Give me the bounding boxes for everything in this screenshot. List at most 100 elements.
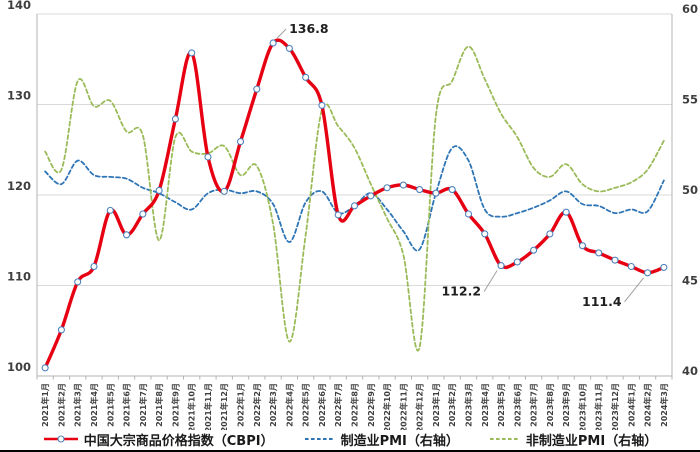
cbpi-data-point-marker [497, 262, 505, 270]
x-axis-tick-label: 2024年1月 [626, 383, 636, 427]
x-axis-tick-label: 2021年11月 [203, 383, 213, 430]
bottom-border [0, 450, 700, 452]
cbpi-data-point-marker [578, 242, 586, 250]
x-axis-tick-label: 2022年1月 [236, 383, 246, 427]
annotation-leader-line [483, 270, 498, 292]
y-axis-right-labels: 40 45 50 55 60 [682, 2, 698, 378]
y-axis-left-tick-label: 100 [7, 360, 31, 374]
cbpi-data-point-marker [285, 44, 293, 52]
cbpi-data-point-marker [253, 85, 261, 93]
annotation-leader-line [624, 277, 644, 303]
annotation-label-112.2: 112.2 [441, 284, 481, 299]
cbpi-data-point-marker [139, 210, 147, 218]
cbpi-data-point-marker [448, 186, 456, 194]
annotation-label-111.4: 111.4 [582, 294, 622, 309]
x-axis-tick-label: 2023年5月 [496, 383, 506, 427]
x-axis-tick-label: 2023年2月 [447, 383, 457, 427]
y-axis-right-tick-label: 45 [682, 274, 698, 288]
cbpi-data-point-marker [530, 246, 538, 254]
x-axis-tick-label: 2022年2月 [252, 383, 262, 427]
cbpi-data-point-marker [644, 269, 652, 277]
legend-label-mfg-pmi: 制造业PMI（右轴） [340, 433, 459, 449]
y-axis-left-tick-label: 110 [7, 270, 31, 284]
x-axis-tick-label: 2022年5月 [301, 383, 311, 427]
x-axis-tick-label: 2023年8月 [545, 383, 555, 427]
cbpi-data-point-marker [171, 115, 179, 123]
cbpi-series [43, 38, 666, 370]
x-axis-tick-label: 2022年12月 [415, 383, 425, 430]
x-axis-tick-label: 2021年2月 [56, 383, 66, 427]
cbpi-data-point-marker [318, 101, 326, 109]
cbpi-data-point-marker [155, 186, 163, 195]
cbpi-data-point-marker [464, 210, 473, 218]
cbpi-data-point-marker [660, 263, 668, 271]
cbpi-data-point-marker [334, 211, 342, 219]
x-axis-tick-label: 2022年3月 [268, 383, 278, 427]
x-axis-tick-label: 2023年1月 [431, 383, 441, 427]
legend-item-nonmfg-pmi: 非制造业PMI（右轴） [489, 430, 657, 449]
cbpi-data-point-marker [350, 202, 359, 210]
mfg-pmi-series [44, 145, 665, 252]
x-axis-tick-label: 2023年12月 [610, 383, 620, 430]
y-axis-left-labels: 100 110 120 130 140 [7, 0, 31, 374]
x-axis-tick-label: 2021年1月 [40, 383, 50, 427]
nonmfg-pmi-line-icon [489, 438, 520, 440]
y-axis-right-tick-label: 40 [682, 364, 698, 378]
y-axis-right-tick-label: 50 [682, 183, 698, 197]
x-axis-tick-label: 2021年7月 [138, 383, 148, 427]
cbpi-data-point-marker [627, 262, 635, 271]
cbpi-markers [41, 39, 668, 372]
cbpi-data-point-marker [513, 258, 521, 266]
cbpi-data-point-marker [220, 187, 228, 195]
cbpi-data-point-marker [302, 73, 310, 81]
x-axis-tick-label: 2022年8月 [350, 383, 360, 427]
cbpi-data-point-marker [611, 256, 619, 264]
x-axis-tick-label: 2023年11月 [594, 383, 604, 430]
legend-label-cbpi: 中国大宗商品价格指数（CBPI） [83, 433, 274, 449]
cbpi-data-point-marker [123, 231, 131, 239]
y-axis-right-tick-label: 55 [682, 93, 698, 107]
chart-legend: 中国大宗商品价格指数（CBPI） 制造业PMI（右轴） 非制造业PMI（右轴） [0, 429, 700, 449]
cbpi-data-point-marker [562, 208, 570, 216]
cbpi-data-point-marker [595, 249, 603, 257]
x-axis-tick-label: 2024年2月 [643, 383, 653, 427]
x-axis-tick-label: 2021年10月 [187, 383, 197, 430]
cbpi-data-point-marker [399, 181, 407, 189]
x-axis-tick-label: 2022年4月 [284, 383, 294, 427]
y-axis-right-tick-label: 60 [682, 2, 698, 16]
mfg-pmi-line-icon [304, 438, 335, 440]
cbpi-data-point-marker [416, 186, 424, 194]
nonmfg-pmi-series-line [44, 45, 665, 352]
cbpi-data-point-marker [432, 189, 440, 197]
x-axis-tick-label: 2021年5月 [105, 383, 115, 427]
legend-item-mfg-pmi: 制造业PMI（右轴） [304, 430, 459, 449]
cbpi-data-point-marker [74, 278, 82, 286]
nonmfg-pmi-series [44, 45, 665, 352]
x-axis-tick-label: 2023年9月 [561, 383, 571, 427]
cbpi-data-point-marker [367, 192, 375, 200]
cbpi-data-point-marker [188, 49, 196, 57]
cbpi-data-point-marker [90, 262, 98, 271]
annotations: 136.8 112.2 111.4 [276, 21, 644, 309]
cbpi-data-point-marker [106, 206, 114, 214]
x-axis-tick-label: 2021年4月 [89, 383, 99, 427]
cbpi-data-point-marker [269, 39, 277, 47]
x-axis-tick-label: 2023年6月 [512, 383, 522, 427]
annotation-label-136.8: 136.8 [289, 21, 329, 36]
cbpi-data-point-marker [236, 138, 245, 146]
cbpi-data-point-marker [546, 230, 554, 238]
x-axis-tick-label: 2023年10月 [577, 383, 587, 430]
y-axis-left-tick-label: 120 [7, 179, 31, 193]
cbpi-data-point-marker [204, 153, 212, 161]
x-axis-tick-label: 2021年8月 [154, 383, 164, 427]
x-axis-tick-label: 2022年10月 [382, 383, 392, 430]
x-axis-tick-label: 2023年4月 [480, 383, 490, 427]
x-axis-labels: 2021年1月 2021年2月 2021年3月 2021年4月 2021年5月 2021年… [40, 383, 669, 430]
legend-item-cbpi: 中国大宗商品价格指数（CBPI） [43, 430, 274, 449]
axes [36, 14, 673, 380]
x-axis-tick-label: 2021年3月 [73, 383, 83, 427]
legend-label-nonmfg-pmi: 非制造业PMI（右轴） [525, 433, 658, 449]
x-axis-tick-label: 2022年7月 [333, 383, 343, 427]
